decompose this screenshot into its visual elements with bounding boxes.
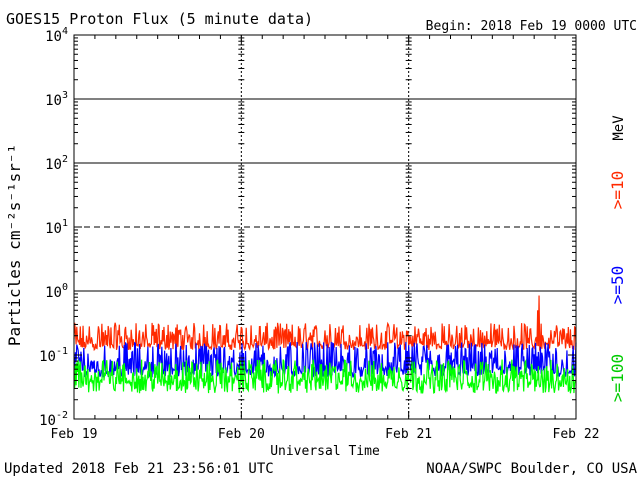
y-axis-label: Particles cm⁻²s⁻¹sr⁻¹ <box>5 144 24 346</box>
y-tick-label-1: 103 <box>45 90 68 109</box>
x-tick-label-3: Feb 22 <box>553 427 600 442</box>
legend-series-100: >=100 <box>608 354 627 402</box>
x-tick-label-2: Feb 21 <box>385 427 432 442</box>
x-tick-label-0: Feb 19 <box>51 427 98 442</box>
updated-timestamp: Updated 2018 Feb 21 23:56:01 UTC <box>4 461 274 477</box>
y-tick-label-0: 104 <box>45 26 68 45</box>
legend-series-50: >=50 <box>608 266 627 305</box>
y-tick-label-5: 10-1 <box>39 346 68 365</box>
begin-time-label: Begin: 2018 Feb 19 0000 UTC <box>426 19 637 34</box>
y-tick-label-6: 10-2 <box>39 410 68 429</box>
series-line-2 <box>73 358 577 394</box>
y-tick-label-3: 101 <box>45 218 68 237</box>
x-axis-label: Universal Time <box>270 444 380 459</box>
y-tick-label-4: 100 <box>45 282 68 301</box>
unit-label: MeV <box>611 115 627 141</box>
x-tick-label-1: Feb 20 <box>218 427 265 442</box>
chart-title: GOES15 Proton Flux (5 minute data) <box>6 10 313 28</box>
series-layer <box>73 295 577 394</box>
y-tick-label-2: 102 <box>45 154 68 173</box>
data-source: NOAA/SWPC Boulder, CO USA <box>426 461 637 477</box>
threshold-lines <box>74 98 576 292</box>
series-line-1 <box>73 341 577 379</box>
legend-series-10: >=10 <box>608 171 627 210</box>
